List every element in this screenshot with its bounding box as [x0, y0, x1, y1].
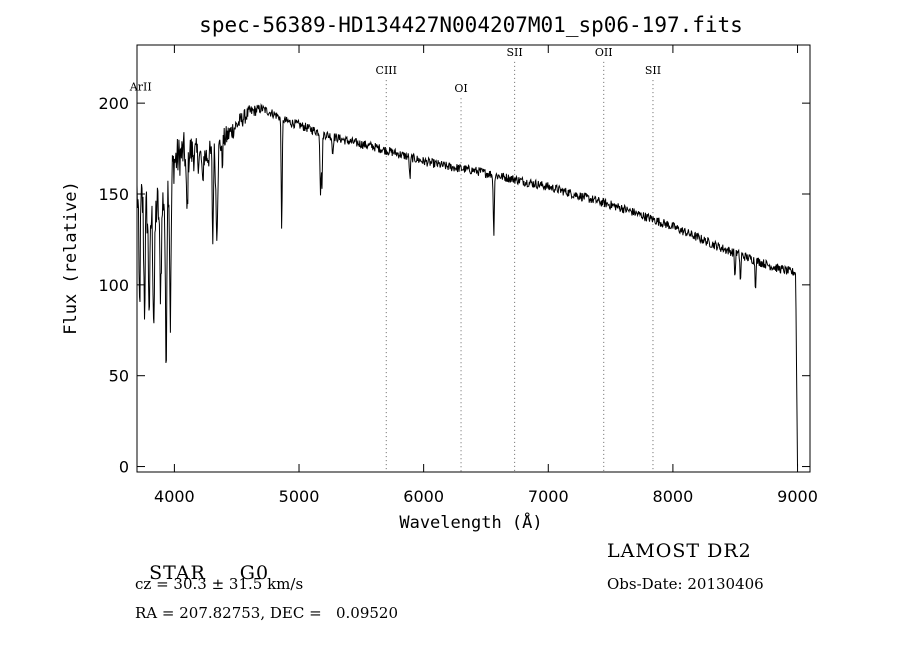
plot-frame	[136, 44, 811, 473]
class-label: STAR	[149, 562, 206, 584]
x-tick-label: 5000	[279, 487, 320, 506]
marker-label: SII	[645, 64, 661, 77]
survey-name: LAMOST DR2	[607, 540, 752, 562]
object-class: STAR G0	[135, 540, 269, 584]
chart-title: spec-56389-HD134427N004207M01_sp06-197.f…	[199, 13, 743, 37]
marker-label: SII	[507, 46, 523, 59]
marker-label: OI	[454, 82, 467, 95]
redshift-cz: cz = 30.3 ± 31.5 km/s	[135, 575, 304, 593]
marker-label: OII	[595, 46, 613, 59]
x-axis-label: Wavelength (Å)	[399, 511, 542, 533]
marker-label: CIII	[376, 64, 397, 77]
subclass-label: G0	[239, 562, 270, 584]
obs-date: Obs-Date: 20130406	[607, 575, 764, 593]
y-tick-label: 0	[119, 458, 129, 477]
spectrum-line	[136, 103, 798, 467]
x-tick-label: 7000	[528, 487, 569, 506]
marker-label: ArII	[129, 80, 152, 93]
axis-ticks: 4000 5000 6000 7000 8000 9000 0 50 100 150 200	[98, 45, 818, 506]
y-tick-label: 100	[98, 276, 129, 295]
x-tick-label: 6000	[403, 487, 444, 506]
x-tick-label: 4000	[154, 487, 195, 506]
x-tick-label: 9000	[777, 487, 818, 506]
ra-dec-coords: RA = 207.82753, DEC = 0.09520	[135, 604, 399, 622]
y-tick-label: 150	[98, 185, 129, 204]
line-markers: ArII CIII OI SII OII SII	[129, 46, 661, 472]
y-tick-label: 50	[109, 367, 129, 386]
y-axis-label: Flux (relative)	[61, 181, 81, 335]
y-tick-label: 200	[98, 94, 129, 113]
x-tick-label: 8000	[653, 487, 694, 506]
